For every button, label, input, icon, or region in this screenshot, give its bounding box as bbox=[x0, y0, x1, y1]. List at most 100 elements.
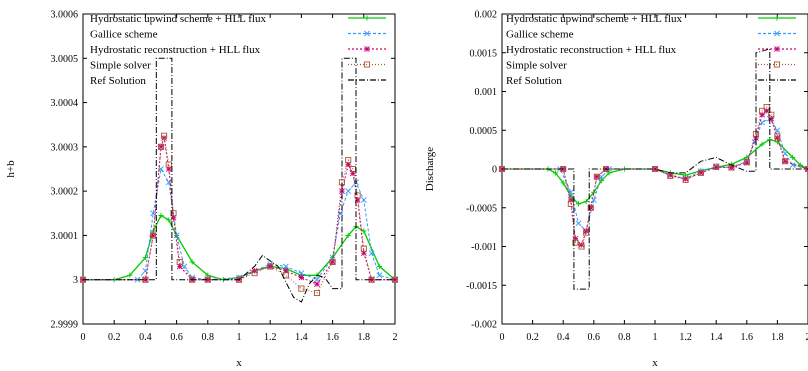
data-point bbox=[728, 164, 735, 171]
data-point bbox=[753, 135, 759, 141]
y-tick-label: 0.0015 bbox=[470, 48, 498, 59]
data-point bbox=[166, 217, 172, 223]
legend-label: Gallice scheme bbox=[506, 29, 574, 41]
data-point bbox=[567, 189, 574, 196]
data-point bbox=[578, 242, 585, 248]
legend-label: Simple solver bbox=[90, 60, 151, 72]
x-axis-label: x bbox=[652, 357, 658, 369]
data-point bbox=[298, 285, 305, 292]
legend-label: Hydrostatic reconstruction + HLL flux bbox=[506, 44, 677, 56]
data-point bbox=[782, 158, 789, 165]
x-tick-label: 0.6 bbox=[588, 332, 601, 343]
data-point bbox=[697, 169, 704, 176]
data-point bbox=[170, 210, 177, 217]
x-tick-label: 0.8 bbox=[618, 332, 631, 343]
data-point bbox=[314, 281, 320, 288]
data-point bbox=[598, 178, 605, 184]
data-point bbox=[251, 270, 258, 277]
x-tick-label: 1.4 bbox=[710, 332, 723, 343]
series-3 bbox=[499, 107, 808, 248]
data-point bbox=[567, 200, 574, 207]
y-axis-label: h+b bbox=[5, 160, 17, 178]
series-line bbox=[83, 57, 395, 303]
data-point bbox=[142, 276, 149, 283]
legend-label: Ref Solution bbox=[90, 75, 146, 87]
data-point bbox=[282, 267, 289, 274]
data-point bbox=[759, 107, 766, 114]
x-tick-label: 0 bbox=[81, 332, 86, 343]
data-point bbox=[282, 272, 289, 279]
data-point bbox=[360, 197, 367, 203]
data-point bbox=[157, 143, 165, 150]
data-point bbox=[329, 259, 336, 265]
data-point bbox=[575, 220, 582, 227]
x-tick-label: 1.8 bbox=[771, 332, 784, 343]
data-point bbox=[804, 165, 808, 173]
x-tick-label: 1.6 bbox=[741, 332, 754, 343]
series-4 bbox=[498, 103, 808, 250]
legend-label: Hydrostatic upwind scheme + HLL flux bbox=[506, 13, 682, 25]
data-point bbox=[587, 204, 594, 211]
x-tick-label: 0.4 bbox=[139, 332, 152, 343]
y-tick-label: 2.9999 bbox=[51, 320, 79, 331]
data-point bbox=[763, 107, 770, 114]
y-tick-label: 0.002 bbox=[475, 10, 498, 21]
data-point bbox=[552, 170, 559, 176]
data-point bbox=[774, 127, 781, 134]
y-axis-label: Discharge bbox=[424, 147, 436, 192]
x-tick-label: 1.4 bbox=[295, 332, 308, 343]
series-3 bbox=[80, 135, 398, 288]
data-point bbox=[349, 170, 356, 177]
series-line bbox=[83, 167, 396, 281]
data-point bbox=[682, 176, 689, 183]
series-4 bbox=[79, 132, 399, 297]
x-tick-label: 2 bbox=[393, 332, 398, 343]
data-point bbox=[349, 165, 356, 173]
y-tick-label: 0 bbox=[492, 165, 497, 176]
legend-marker bbox=[364, 15, 370, 21]
data-point bbox=[360, 245, 367, 252]
data-point bbox=[713, 164, 720, 171]
y-tick-label: 3.0005 bbox=[51, 54, 79, 65]
data-point bbox=[345, 232, 351, 239]
x-tick-label: 1.2 bbox=[264, 332, 277, 343]
data-point bbox=[583, 198, 589, 205]
data-point bbox=[697, 169, 704, 176]
legend-label: Simple solver bbox=[506, 60, 567, 72]
data-point bbox=[337, 210, 344, 217]
x-tick-label: 0 bbox=[500, 332, 505, 343]
data-point bbox=[560, 166, 567, 172]
data-point bbox=[298, 270, 305, 276]
data-point bbox=[752, 131, 760, 138]
series-2 bbox=[80, 166, 398, 283]
data-point bbox=[743, 159, 750, 166]
data-point bbox=[578, 243, 585, 250]
x-tick-label: 0.4 bbox=[557, 332, 570, 343]
x-tick-label: 1.6 bbox=[326, 332, 339, 343]
legend-marker bbox=[773, 61, 781, 68]
legend-marker bbox=[774, 30, 780, 37]
y-tick-label: -0.0015 bbox=[466, 281, 497, 292]
data-point bbox=[743, 158, 750, 166]
series-1 bbox=[80, 212, 398, 283]
data-point bbox=[165, 161, 172, 168]
data-point bbox=[560, 180, 566, 186]
data-point bbox=[235, 276, 243, 283]
data-point bbox=[391, 276, 399, 283]
data-point bbox=[593, 173, 600, 180]
data-point bbox=[150, 232, 157, 239]
data-point bbox=[572, 239, 579, 246]
legend-marker bbox=[364, 46, 370, 52]
chart-2: 0 0.2 0.4 0.6 0.8 1 1.2 1.4 1.6 1.8 2 -0.002 -0.0015… bbox=[424, 10, 808, 369]
data-point bbox=[667, 172, 674, 179]
data-point bbox=[158, 212, 164, 219]
x-tick-label: 0.2 bbox=[526, 332, 539, 343]
data-point bbox=[142, 254, 148, 261]
chart-1: 0 0.2 0.4 0.6 0.8 1 1.2 1.4 1.6 1.8 2 2.9999 3 3.0001… bbox=[5, 10, 399, 369]
data-point bbox=[713, 163, 720, 170]
data-point bbox=[345, 161, 352, 168]
data-point bbox=[368, 276, 375, 283]
data-point bbox=[338, 179, 346, 186]
y-tick-label: 3.0002 bbox=[51, 187, 79, 198]
data-point bbox=[158, 143, 164, 150]
